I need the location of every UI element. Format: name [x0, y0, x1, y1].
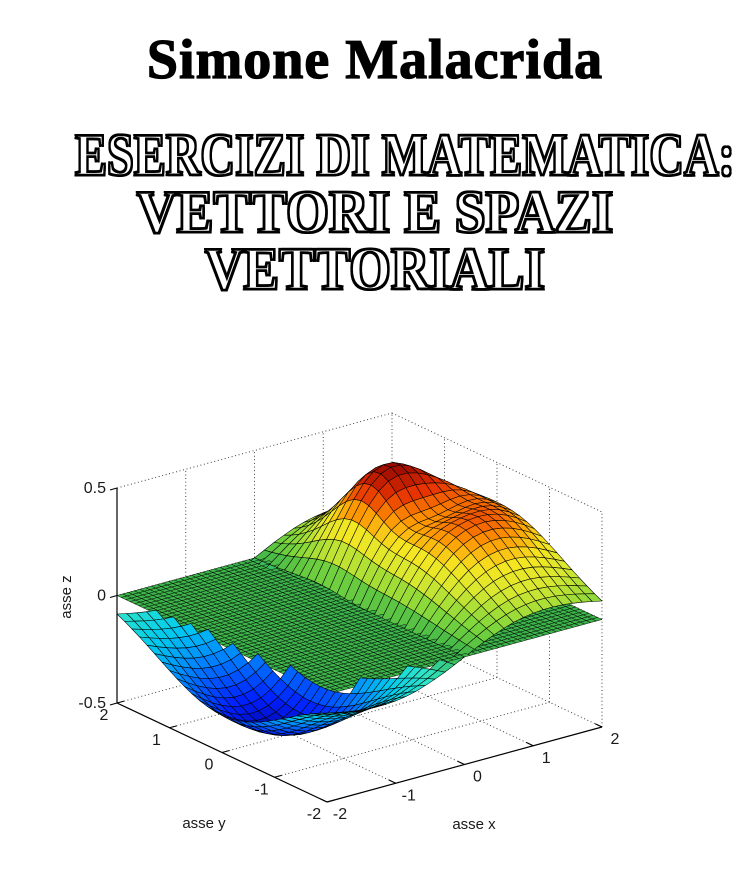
z-tick-label-2: -0.5	[78, 695, 106, 712]
x-tick-label-2: 0	[473, 769, 482, 786]
axis-line	[169, 725, 177, 729]
axis-lines	[109, 487, 603, 803]
title-line-2: VETTORI E SPAZI	[136, 179, 615, 245]
axis-line	[221, 750, 230, 754]
x-tick-label-1: -1	[402, 787, 416, 804]
x-tick-label-4: 2	[611, 731, 620, 748]
mesh-face	[319, 712, 338, 714]
grid-line	[391, 412, 603, 513]
axis-line	[526, 742, 534, 747]
grid-line	[254, 665, 465, 765]
mesh-surfaces	[116, 462, 603, 736]
axis-line	[109, 702, 118, 706]
y-tick-label-0: 2	[100, 707, 109, 724]
grid-line	[323, 646, 534, 747]
axis-line	[116, 700, 125, 704]
title-line-3: VETTORIALI	[204, 236, 546, 302]
grid-line	[116, 412, 393, 489]
title-line-1: ESERCIZI DI MATEMATICA:	[74, 122, 736, 188]
grid-line	[116, 627, 393, 704]
axis-line	[594, 723, 603, 728]
axis-line	[109, 487, 118, 491]
y-tick-label-3: -1	[254, 781, 268, 798]
z-tick-label-0: 0.5	[84, 480, 106, 497]
grid-line	[169, 652, 445, 729]
y-tick-label-1: 1	[152, 732, 161, 749]
book-title: ESERCIZI DI MATEMATICA: VETTORI E SPAZI …	[0, 122, 750, 302]
x-tick-label-3: 1	[542, 750, 551, 767]
axis-line	[457, 760, 465, 765]
grid-line	[221, 677, 498, 753]
axis-line	[319, 798, 328, 803]
author-name: Simone Malacrida	[146, 28, 604, 91]
axis-line	[109, 594, 118, 599]
x-tick-label-0: -2	[333, 806, 347, 823]
y-tick-label-2: 0	[205, 757, 214, 774]
grid-line	[274, 701, 550, 778]
axis-line	[274, 774, 282, 778]
axis-line	[388, 779, 396, 784]
y-axis-label: asse y	[182, 815, 226, 832]
z-tick-label-1: 0	[97, 588, 106, 605]
y-tick-label-4: -2	[307, 806, 321, 823]
z-axis-label: asse z	[58, 575, 75, 618]
axis-line	[326, 799, 335, 803]
x-axis-label: asse x	[452, 816, 496, 833]
